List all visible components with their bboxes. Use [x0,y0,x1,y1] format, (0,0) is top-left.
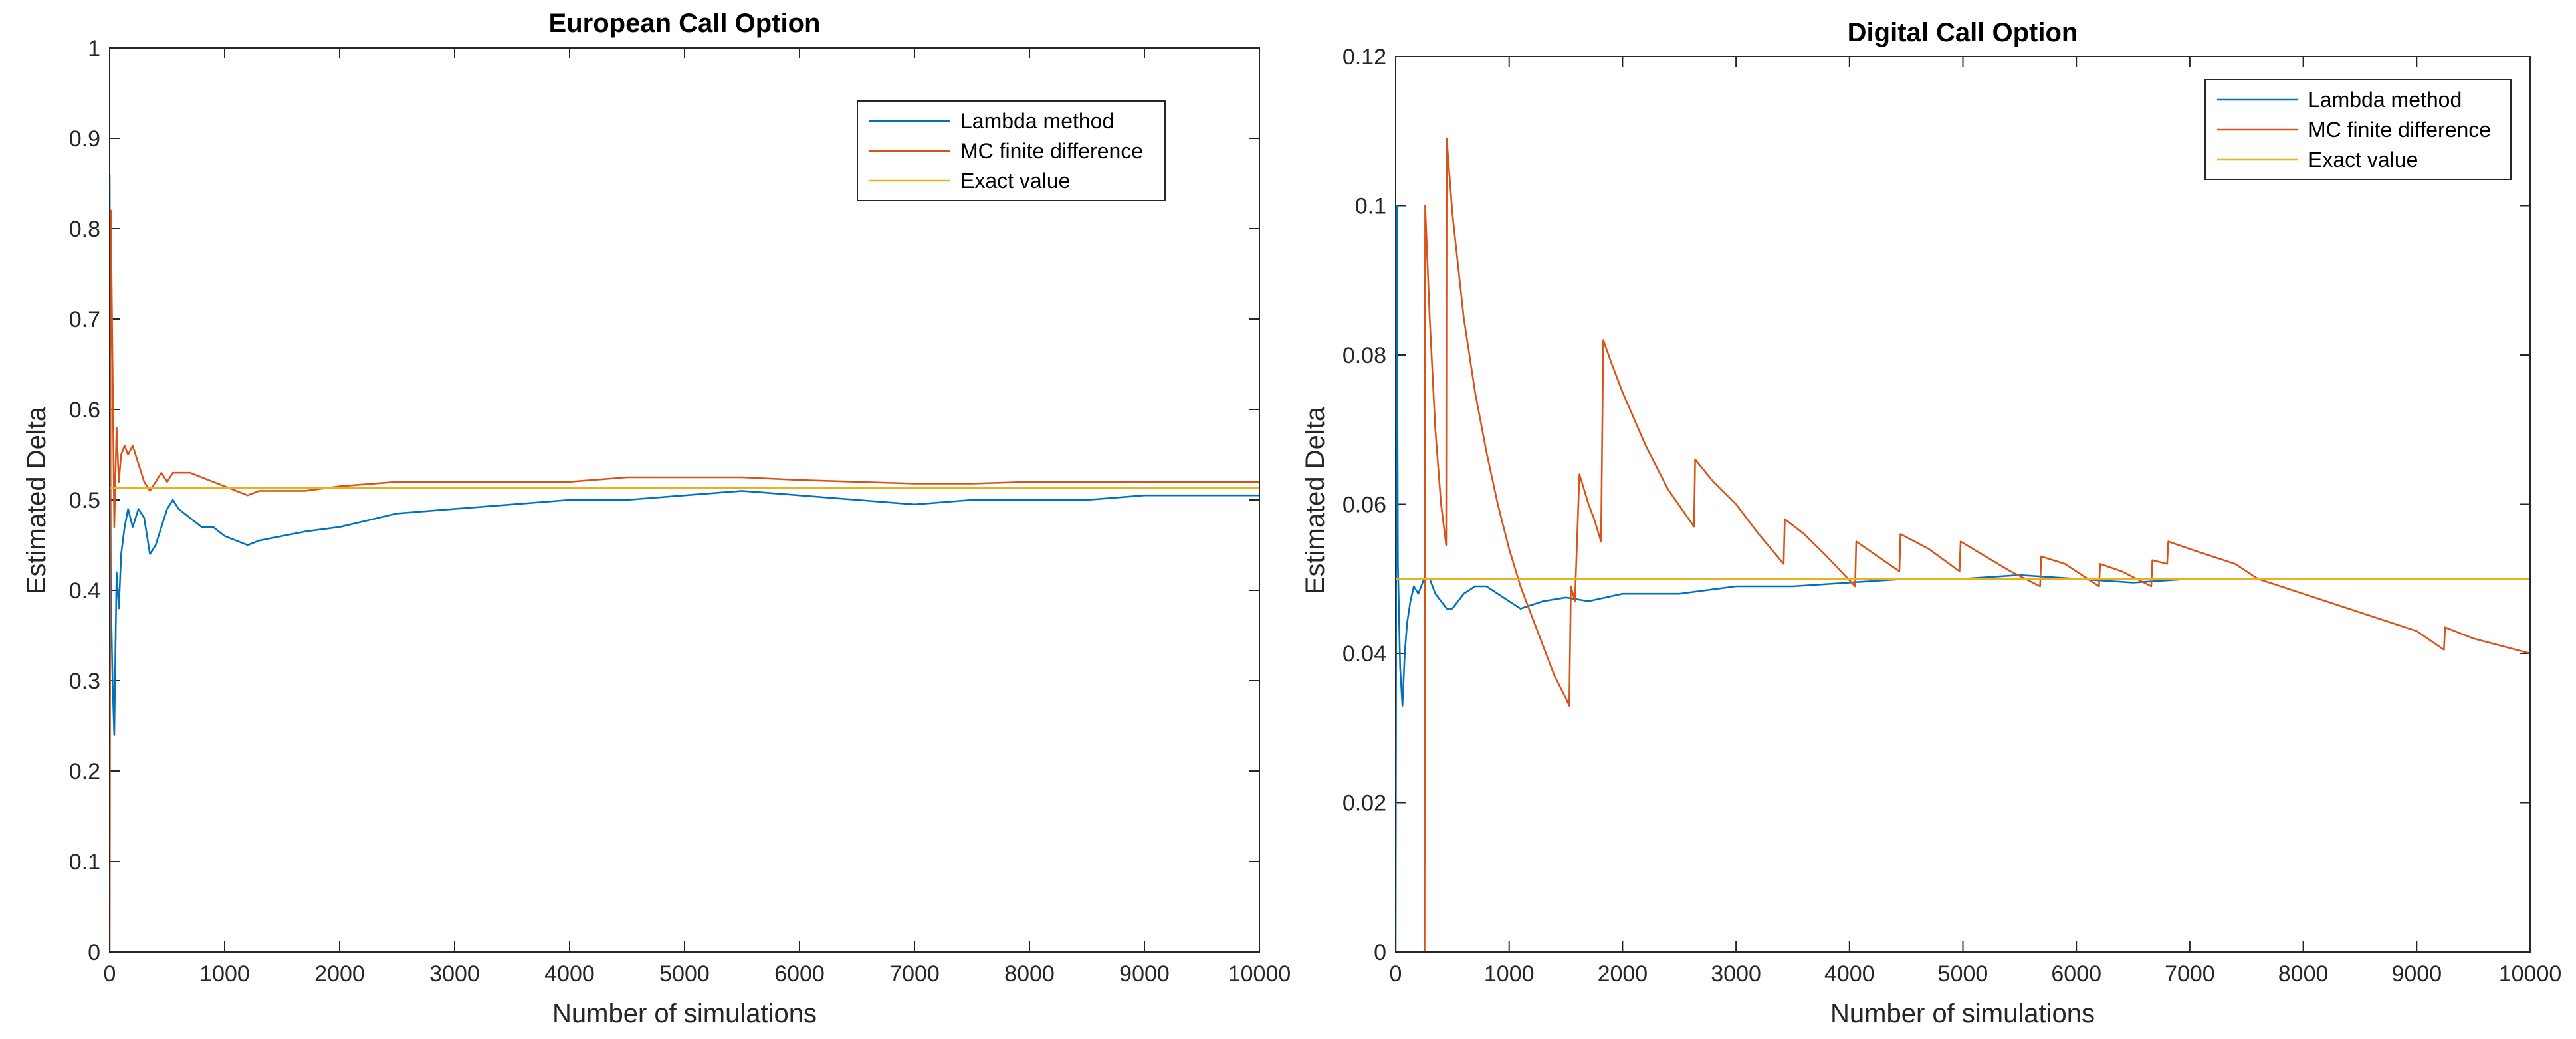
x-tick-label: 7000 [889,961,940,986]
y-axis-label: Estimated Delta [1301,406,1330,594]
x-tick-label: 0 [1390,961,1402,986]
y-tick-label: 0.04 [1342,641,1386,667]
chart-digital-call: Digital Call Option Number of simulation… [1301,18,2561,1028]
x-tick-label: 10000 [1228,961,1291,986]
y-tick-label: 0.08 [1342,343,1386,368]
legend-label: Lambda method [2308,88,2462,112]
y-tick-label: 0.2 [69,759,100,784]
x-tick-label: 6000 [774,961,825,986]
legend-label: MC finite difference [960,139,1143,163]
y-tick-label: 0.5 [69,488,100,513]
x-tick-label: 4000 [544,961,595,986]
x-tick-label: 0 [104,961,116,986]
legend-label: MC finite difference [2308,118,2491,142]
x-tick-label: 9000 [2391,961,2442,986]
plot-frame [1395,56,2531,953]
y-tick-label: 0.4 [69,578,100,604]
y-tick-label: 0.12 [1342,45,1386,70]
y-tick-label: 0.6 [69,398,100,423]
x-tick-label: 2000 [1598,961,1648,986]
y-tick-label: 1 [88,36,100,61]
y-tick-label: 0.7 [69,307,100,332]
y-tick-label: 0 [88,940,100,965]
chart-title: European Call Option [549,9,821,38]
x-axis-label: Number of simulations [1830,999,2095,1028]
y-tick-label: 0.9 [69,126,100,152]
y-tick-label: 0.06 [1342,493,1386,518]
series-line-lambda-method [1396,205,2530,952]
x-tick-label: 9000 [1119,961,1170,986]
y-tick-label: 0.3 [69,669,100,694]
x-tick-label: 1000 [199,961,250,986]
x-tick-label: 8000 [1004,961,1055,986]
x-tick-label: 8000 [2278,961,2329,986]
y-axis-label: Estimated Delta [22,406,51,594]
legend-label: Exact value [2308,148,2418,172]
x-tick-label: 7000 [2165,961,2215,986]
series-line-mc-finite-difference [110,209,1259,952]
x-tick-label: 3000 [1711,961,1761,986]
x-axis-label: Number of simulations [552,999,817,1028]
chart-title: Digital Call Option [1848,18,2078,47]
y-tick-label: 0.8 [69,217,100,242]
x-tick-label: 6000 [2051,961,2101,986]
x-tick-label: 4000 [1824,961,1875,986]
x-tick-label: 1000 [1484,961,1535,986]
legend: Lambda method MC finite difference Exact v… [857,100,1166,201]
legend: Lambda method MC finite difference Exact v… [2204,79,2512,180]
series-line-mc-finite-difference [1396,138,2530,952]
y-tick-label: 0 [1374,940,1386,965]
legend-label: Exact value [960,169,1070,193]
y-tick-label: 0.1 [69,850,100,875]
series-line-lambda-method [110,174,1259,736]
y-tick-label: 0.02 [1342,791,1386,816]
x-tick-label: 5000 [659,961,710,986]
plot-frame [109,47,1260,953]
y-tick-label: 0.1 [1355,194,1386,219]
x-tick-label: 3000 [429,961,480,986]
x-tick-label: 2000 [314,961,365,986]
x-tick-label: 5000 [1938,961,1988,986]
x-tick-label: 10000 [2499,961,2562,986]
chart-european-call: European Call Option Number of simulatio… [22,9,1291,1028]
legend-label: Lambda method [960,109,1114,133]
